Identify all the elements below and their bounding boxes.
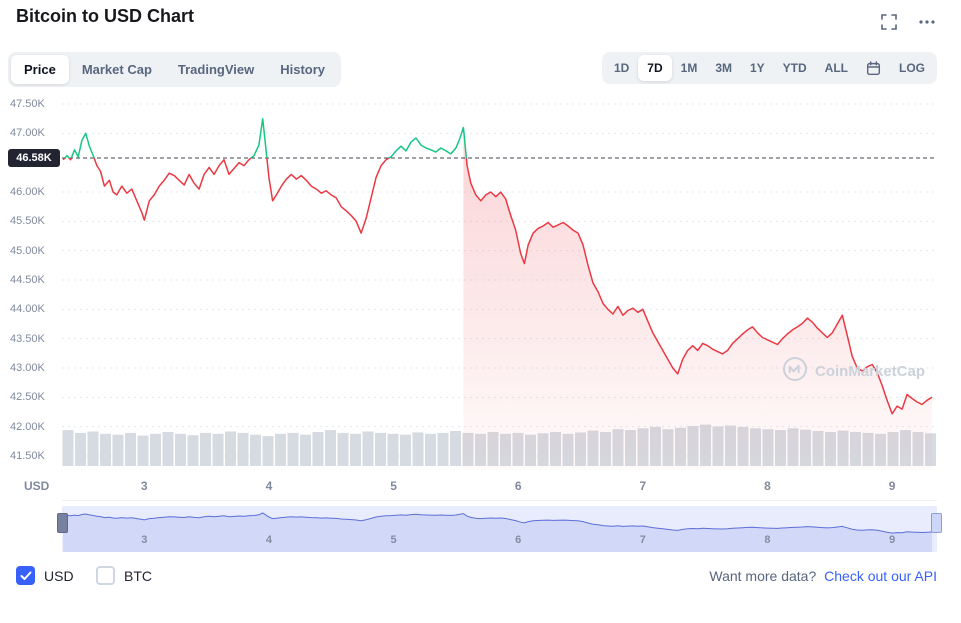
- x-axis-label: 7: [639, 479, 647, 493]
- page-title: Bitcoin to USD Chart: [16, 6, 194, 26]
- navigator-canvas[interactable]: [62, 506, 937, 552]
- range-1y[interactable]: 1Y: [741, 55, 774, 81]
- range-7d[interactable]: 7D: [638, 55, 672, 81]
- log-scale-toggle[interactable]: LOG: [890, 55, 934, 81]
- decline-area-fill: [463, 127, 932, 470]
- axis-divider: [62, 500, 937, 501]
- x-axis-label: 6: [514, 479, 522, 493]
- navigator-left-handle[interactable]: [57, 513, 68, 533]
- range-all[interactable]: ALL: [816, 55, 857, 81]
- y-axis-label: 46.00K: [10, 186, 45, 198]
- price-chart-canvas[interactable]: [62, 98, 937, 470]
- fullscreen-icon[interactable]: [879, 12, 899, 32]
- navigator-area: [63, 513, 932, 552]
- navigator-axis-label: 9: [889, 534, 896, 546]
- y-axis-label: 47.00K: [10, 127, 45, 140]
- chart-footer: USD BTC Want more data? Check out our AP…: [0, 558, 961, 602]
- api-link[interactable]: Check out our API: [824, 568, 937, 584]
- y-axis-label: 42.00K: [10, 420, 45, 433]
- y-axis-unit-label: USD: [24, 479, 50, 493]
- y-axis-label: 44.00K: [10, 303, 45, 316]
- x-axis-label: 5: [390, 479, 397, 493]
- tab-history[interactable]: History: [267, 55, 338, 84]
- x-axis-label: 8: [764, 479, 771, 493]
- header-icons: [879, 12, 937, 32]
- range-3m[interactable]: 3M: [706, 55, 741, 81]
- navigator-right-handle[interactable]: [931, 513, 942, 533]
- y-axis-label: 43.00K: [10, 362, 45, 374]
- navigator-axis-label: 7: [639, 534, 646, 546]
- x-axis-label: 4: [265, 479, 273, 493]
- x-axis-label: 9: [888, 479, 896, 493]
- btc-checkbox[interactable]: BTC: [96, 566, 152, 585]
- range-1m[interactable]: 1M: [672, 55, 707, 81]
- api-prompt: Want more data? Check out our API: [709, 568, 937, 584]
- y-axis-label: 41.50K: [10, 450, 45, 462]
- tab-price[interactable]: Price: [11, 55, 69, 84]
- usd-checkbox[interactable]: USD: [16, 566, 74, 585]
- x-axis-label: 3: [140, 479, 148, 493]
- y-axis-label: 42.50K: [10, 391, 45, 404]
- y-axis-label: 45.50K: [10, 215, 45, 228]
- navigator-axis-label: 4: [265, 534, 272, 546]
- navigator-axis-label: 6: [515, 534, 522, 546]
- usd-checkbox-label: USD: [44, 567, 74, 584]
- y-axis-label: 43.50K: [10, 332, 45, 345]
- checkbox-checked-icon: [16, 566, 35, 585]
- y-axis-label: 44.50K: [10, 274, 45, 286]
- range-1d[interactable]: 1D: [605, 55, 638, 81]
- navigator-axis-label: 8: [764, 534, 771, 546]
- y-axis-label: 47.50K: [10, 98, 45, 110]
- chart-type-tabs: Price Market Cap TradingView History: [8, 52, 342, 87]
- navigator-axis-label: 5: [390, 534, 397, 546]
- chart-navigator[interactable]: 3 4 5 6 7 8 9: [57, 506, 942, 552]
- tab-tradingview[interactable]: TradingView: [165, 55, 267, 84]
- tab-market-cap[interactable]: Market Cap: [69, 55, 165, 84]
- current-price-badge: 46.58K: [8, 148, 60, 167]
- navigator-line: [63, 512, 933, 534]
- more-options-icon[interactable]: [917, 12, 937, 32]
- navigator-axis-label: 3: [141, 534, 148, 546]
- range-selector: 1D 7D 1M 3M 1Y YTD ALL LOG: [601, 52, 937, 84]
- api-prompt-text: Want more data?: [709, 568, 817, 584]
- range-ytd[interactable]: YTD: [774, 55, 816, 81]
- price-line-down: [62, 157, 933, 415]
- checkbox-unchecked-icon: [96, 566, 115, 585]
- btc-checkbox-label: BTC: [124, 567, 152, 584]
- calendar-icon[interactable]: [857, 56, 890, 81]
- y-axis-label: 45.00K: [10, 244, 45, 257]
